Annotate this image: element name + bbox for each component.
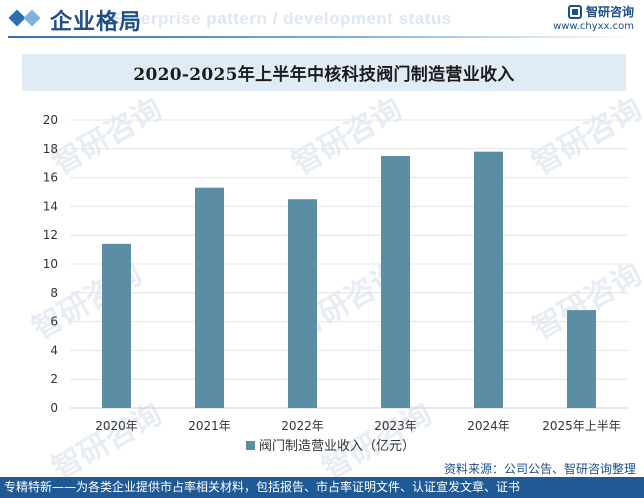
brand-block: 智研咨询 www.chyxx.com xyxy=(553,3,634,32)
header-divider xyxy=(8,36,636,38)
section-subtitle: Enterprise pattern / development status xyxy=(112,9,452,28)
x-tick-label: 2025年上半年 xyxy=(542,419,621,433)
x-tick-label: 2024年 xyxy=(467,419,510,433)
bar-6 xyxy=(567,310,596,408)
bar-2 xyxy=(195,187,224,408)
y-tick-label: 16 xyxy=(43,171,58,185)
x-tick-label: 2021年 xyxy=(188,419,231,433)
bar-3 xyxy=(288,199,317,408)
y-tick-label: 0 xyxy=(50,401,58,415)
legend-swatch xyxy=(246,441,255,450)
legend-label: 阀门制造营业收入（亿元） xyxy=(259,439,415,454)
brand-url: www.chyxx.com xyxy=(553,21,634,32)
page-header: Enterprise pattern / development status … xyxy=(0,0,644,44)
chart-title: 2020-2025年上半年中核科技阀门制造营业收入 xyxy=(133,65,515,85)
x-tick-label: 2022年 xyxy=(281,419,324,433)
bar-1 xyxy=(102,243,131,408)
y-tick-label: 20 xyxy=(43,113,58,127)
brand-name: 智研咨询 xyxy=(585,5,634,19)
x-tick-label: 2023年 xyxy=(374,419,417,433)
bar-5 xyxy=(474,151,503,408)
y-tick-label: 6 xyxy=(50,315,58,329)
y-tick-label: 18 xyxy=(43,142,58,156)
x-tick-label: 2020年 xyxy=(95,419,138,433)
y-tick-label: 12 xyxy=(43,228,58,242)
source-note: 资料来源：公司公告、智研咨询整理 xyxy=(443,462,636,476)
diamond-logo-icon xyxy=(8,9,41,27)
section-title: 企业格局 xyxy=(50,9,143,35)
y-tick-label: 4 xyxy=(50,343,58,357)
bar-4 xyxy=(381,156,410,408)
y-tick-label: 2 xyxy=(50,372,58,386)
footer-tagline: 专精特新——为各类企业提供市占率相关材料，包括报告、市占率证明文件、认证宣发文章… xyxy=(0,477,644,498)
y-tick-label: 8 xyxy=(50,286,58,300)
y-tick-label: 10 xyxy=(43,257,58,271)
chart-title-band: 2020-2025年上半年中核科技阀门制造营业收入 xyxy=(22,54,626,91)
y-tick-label: 14 xyxy=(43,199,58,213)
brand-logo-icon xyxy=(567,4,582,19)
